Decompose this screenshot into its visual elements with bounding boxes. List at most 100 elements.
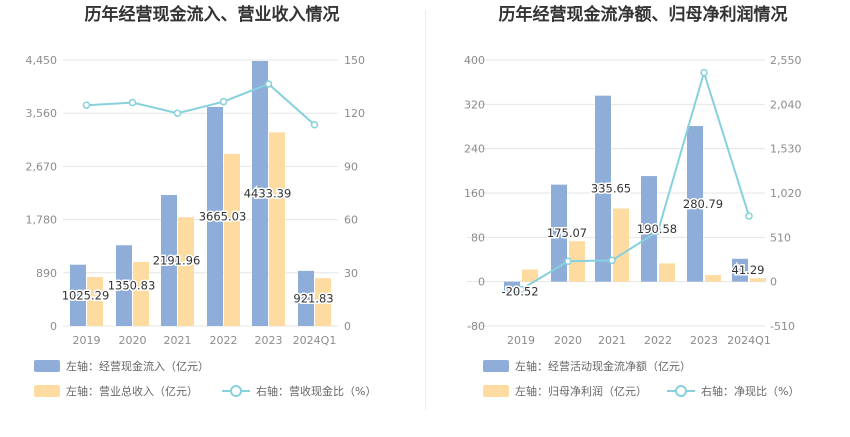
- bar-primary: [252, 60, 268, 327]
- line-point: [608, 256, 616, 265]
- bar-secondary: [522, 269, 538, 282]
- data-label: 280.79: [683, 197, 723, 211]
- data-label: 41.29: [732, 263, 765, 277]
- x-axis-tick: 2021: [598, 334, 626, 347]
- left-axis-tick: 240: [464, 143, 485, 156]
- bar-primary: [298, 270, 314, 326]
- data-label: 4433.39: [244, 186, 292, 200]
- bar-primary: [732, 258, 748, 282]
- data-label: -20.52: [501, 285, 538, 299]
- left-axis-tick: 160: [464, 187, 485, 200]
- right-axis-tick: 0: [344, 320, 351, 333]
- right-axis-tick: 120: [344, 107, 365, 120]
- legend: 左轴：经营现金流入（亿元） 左轴：营业总收入（亿元） 右轴：营收现金比（%）: [34, 359, 376, 398]
- x-axis-tick: 2020: [554, 334, 582, 347]
- chart-title: 历年经营现金流入、营业收入情况: [85, 4, 340, 25]
- right-axis-tick: 1,020: [770, 187, 802, 200]
- left-axis-tick: 0: [50, 320, 57, 333]
- line-point: [173, 109, 182, 117]
- data-label: 190.58: [637, 222, 677, 236]
- left-axis-tick: 4,450: [26, 54, 58, 67]
- x-axis-tick: 2023: [255, 334, 283, 347]
- data-label: 3665.03: [199, 209, 247, 223]
- left-axis-tick: 80: [471, 231, 485, 244]
- panel-divider: [425, 10, 426, 410]
- x-axis-tick: 2021: [164, 334, 192, 347]
- right-axis-tick: 150: [344, 54, 365, 67]
- right-axis-tick: 60: [344, 214, 358, 227]
- x-axis-tick: 2020: [119, 334, 147, 347]
- bar-secondary: [750, 278, 766, 282]
- left-axis-tick: -80: [467, 320, 485, 333]
- series-line: [86, 82, 316, 126]
- legend-label-net-cash-ratio[interactable]: 右轴：净现比（%）: [701, 384, 799, 398]
- bar-primary: [687, 126, 703, 282]
- series-line: [520, 69, 750, 291]
- right-axis-tick: 0: [770, 276, 777, 289]
- left-axis-tick: 320: [464, 98, 485, 111]
- data-label: 2191.96: [153, 253, 201, 267]
- bar-primary: [551, 184, 567, 282]
- x-axis-tick: 2023: [690, 334, 718, 347]
- legend-label-net-cash[interactable]: 左轴：经营活动现金流净额（亿元）: [515, 359, 691, 373]
- chart-cash-inflow-revenue: 历年经营现金流入、营业收入情况 0 890 1,780 2,670 3,560 4,450…: [26, 4, 377, 398]
- x-axis-tick: 2022: [644, 334, 672, 347]
- right-axis-tick: 2,040: [770, 98, 802, 111]
- right-axis-tick: 1,530: [770, 143, 802, 156]
- right-axis-tick: 510: [770, 231, 791, 244]
- line-point: [700, 68, 708, 77]
- right-axis-tick: 2,550: [770, 54, 802, 67]
- line-point: [654, 227, 662, 235]
- data-label: 1025.29: [62, 288, 110, 302]
- right-axis-tick: 90: [344, 160, 358, 173]
- chart-net-cash-profit: 历年经营现金流净额、归母净利润情况 -80 0 80 160 240 320 400 -510…: [464, 4, 802, 398]
- left-axis-tick: 400: [464, 54, 485, 67]
- legend-label-net-profit[interactable]: 左轴：归母净利润（亿元）: [515, 384, 647, 398]
- data-label: 1350.83: [108, 279, 156, 293]
- x-axis-tick: 2024Q1: [727, 334, 771, 347]
- legend: 左轴：经营活动现金流净额（亿元） 左轴：归母净利润（亿元） 右轴：净现比（%）: [483, 359, 799, 398]
- bar-secondary: [315, 278, 331, 326]
- bar-primary: [595, 95, 611, 282]
- right-axis-tick: 30: [344, 267, 358, 280]
- bar-primary: [641, 176, 657, 282]
- x-axis-tick: 2024Q1: [293, 334, 337, 347]
- legend-label-ratio[interactable]: 右轴：营收现金比（%）: [256, 384, 376, 398]
- bar-primary: [70, 264, 86, 326]
- bar-secondary: [705, 275, 721, 282]
- line-point: [745, 212, 753, 220]
- bar-secondary: [659, 263, 675, 282]
- line-point: [310, 120, 319, 129]
- legend-swatch-net-cash: [483, 360, 509, 372]
- bar-secondary: [613, 208, 629, 282]
- line-point: [564, 257, 572, 265]
- line-point: [264, 80, 273, 88]
- line-point: [82, 101, 91, 109]
- legend-swatch-revenue: [34, 385, 60, 397]
- legend-label-revenue[interactable]: 左轴：营业总收入（亿元）: [66, 384, 198, 398]
- data-label: 921.83: [293, 291, 333, 305]
- left-axis-tick: 0: [478, 276, 485, 289]
- bar-primary: [207, 106, 223, 326]
- line-point: [128, 98, 137, 107]
- legend-label-cash-inflow[interactable]: 左轴：经营现金流入（亿元）: [66, 359, 209, 373]
- bar-secondary: [269, 132, 285, 326]
- x-axis-tick: 2022: [210, 334, 238, 347]
- data-label: 175.07: [547, 226, 587, 240]
- data-label: 335.65: [591, 182, 631, 196]
- bar-primary: [116, 245, 132, 326]
- bar-secondary: [224, 153, 240, 326]
- left-axis-tick: 890: [36, 267, 57, 280]
- bar-secondary: [133, 262, 149, 326]
- bar-secondary: [87, 276, 103, 326]
- left-axis-tick: 3,560: [26, 107, 58, 120]
- legend-swatch-net-profit: [483, 385, 509, 397]
- bar-secondary: [178, 217, 194, 326]
- bar-primary: [504, 281, 520, 294]
- legend-swatch-net-cash-ratio-marker: [675, 385, 687, 397]
- left-axis-tick: 2,670: [26, 160, 58, 173]
- bar-primary: [161, 194, 177, 326]
- legend-swatch-ratio-marker: [230, 385, 242, 397]
- x-axis-tick: 2019: [73, 334, 101, 347]
